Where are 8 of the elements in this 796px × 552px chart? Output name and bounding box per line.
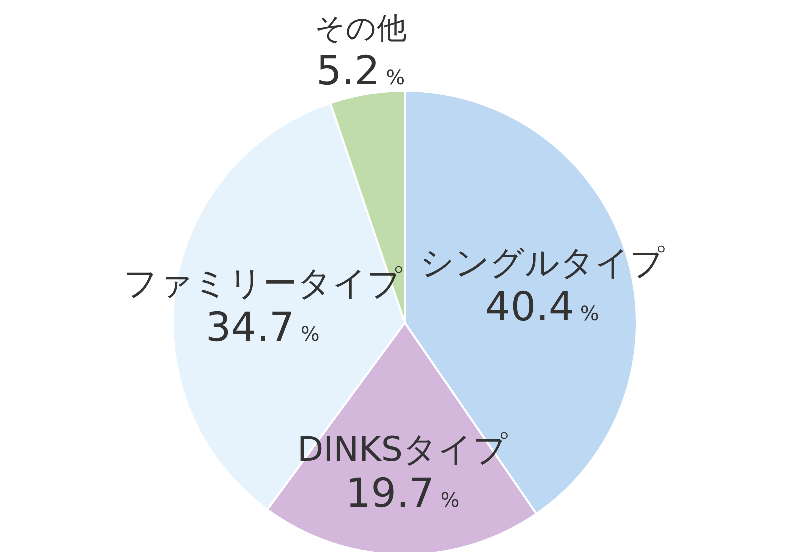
slice-label: シングルタイプ [420,243,665,284]
slice-label: その他 [314,12,407,47]
data-label: 5.2% [316,48,406,95]
slice-label: DINKSタイプ [297,430,508,470]
data-label: 19.7% [346,470,460,517]
slice-label: ファミリータイプ [123,264,402,304]
data-label: 34.7% [206,304,320,351]
data-label: 40.4% [485,284,600,330]
